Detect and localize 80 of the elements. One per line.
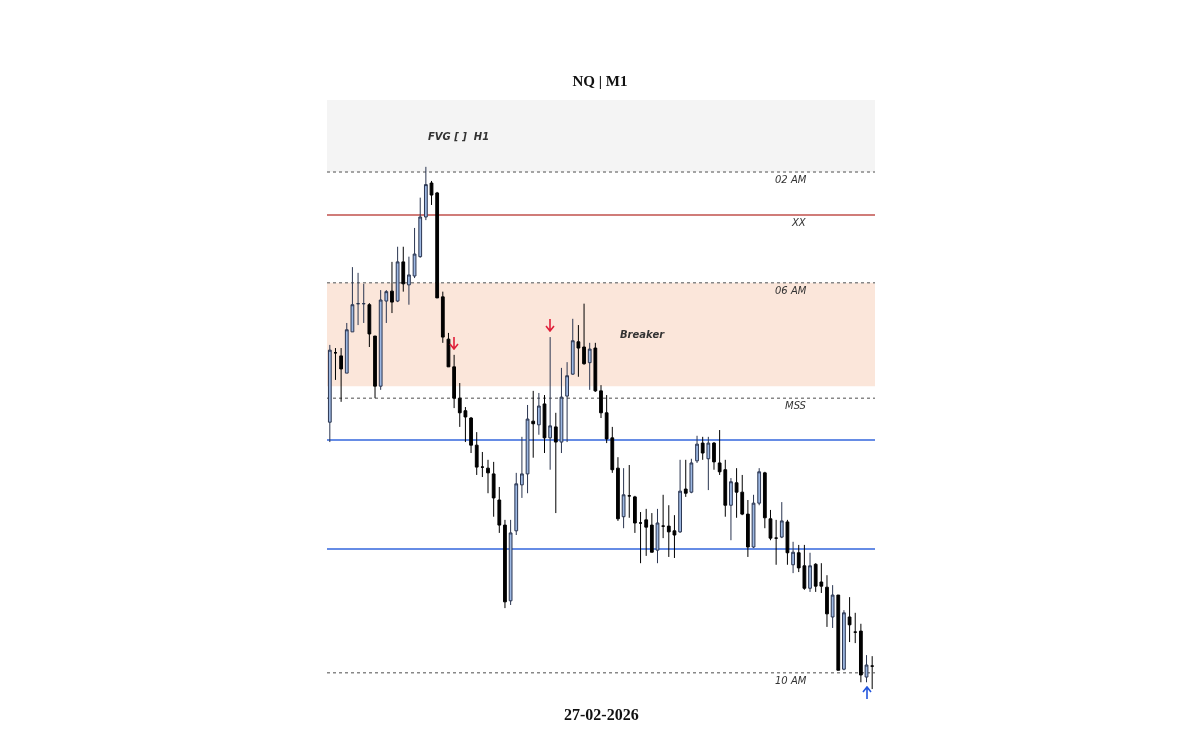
candlestick [373, 335, 377, 399]
candlestick [762, 471, 767, 529]
ref-line-label: MSS [785, 400, 807, 411]
candlestick [700, 436, 705, 461]
candlestick [729, 477, 733, 541]
candlestick [661, 494, 666, 539]
candlestick [582, 303, 586, 366]
candlestick [621, 467, 626, 529]
candlestick [683, 459, 688, 498]
candlestick [469, 416, 473, 454]
candlestick [536, 392, 541, 436]
candlestick [440, 291, 445, 344]
candlestick [553, 412, 558, 514]
candlestick [785, 519, 790, 566]
candlestick [333, 347, 338, 381]
candlestick [706, 436, 711, 491]
candlestick [542, 394, 547, 454]
candlestick [627, 464, 632, 519]
candlestick [746, 499, 750, 558]
candlestick [508, 519, 513, 606]
candlestick [842, 609, 846, 671]
candlestick [870, 655, 875, 690]
candlestick [830, 584, 835, 629]
candlestick [825, 574, 829, 628]
candlestick [480, 451, 485, 478]
candlestick [779, 501, 784, 539]
candlestick [531, 390, 536, 459]
candlestick [864, 654, 869, 683]
candlestick [689, 458, 694, 494]
candlestick [847, 596, 852, 643]
candlestick [836, 594, 841, 671]
candlestick [638, 511, 643, 564]
candlestick [576, 324, 581, 378]
candlestick [503, 519, 507, 609]
candlestick [367, 302, 372, 348]
candlestick [678, 459, 682, 534]
candlestick [548, 336, 553, 471]
candlestick [395, 246, 400, 303]
ref-line-label: 06 AM [775, 285, 807, 296]
candlestick [327, 344, 332, 443]
candlestick [520, 436, 524, 499]
ref-line-label: 02 AM [775, 174, 807, 185]
candlestick [858, 623, 863, 683]
candlestick [361, 283, 366, 324]
candlestick [407, 256, 411, 306]
candlestick [808, 552, 812, 593]
candlestick [644, 508, 649, 557]
candlestick [655, 508, 660, 564]
candlestick [616, 456, 620, 522]
candlestick [768, 509, 773, 541]
candlestick [474, 431, 479, 476]
candlestick [565, 361, 569, 443]
band-label: Breaker [620, 329, 666, 340]
candlestick [339, 347, 344, 403]
ref-line-label: 10 AM [775, 675, 807, 686]
candlestick [390, 261, 394, 314]
text: 27-02-2026 [564, 706, 639, 723]
candlestick [514, 472, 519, 536]
candlestick [486, 459, 490, 494]
candlestick [587, 342, 592, 391]
candlestick [401, 246, 406, 293]
candlestick [491, 461, 496, 518]
band-label: FVG [ ] H1 [428, 131, 490, 142]
candlestick [570, 318, 575, 376]
candlestick [633, 495, 637, 534]
candlestick [599, 384, 603, 419]
candlestick [853, 612, 858, 644]
candlestick [356, 272, 360, 326]
candlestick [712, 441, 716, 471]
candlestick [649, 512, 654, 553]
candlestick [497, 486, 502, 534]
candlestick [695, 435, 699, 464]
candlestick [791, 541, 795, 574]
candlestick [559, 367, 564, 454]
chart-title: NQ | M1 [572, 72, 628, 89]
candlestick [525, 404, 530, 494]
candlestick [593, 342, 598, 393]
ref-line-label: XX [791, 217, 807, 228]
candlestick [423, 166, 428, 221]
candlestick [774, 519, 779, 566]
